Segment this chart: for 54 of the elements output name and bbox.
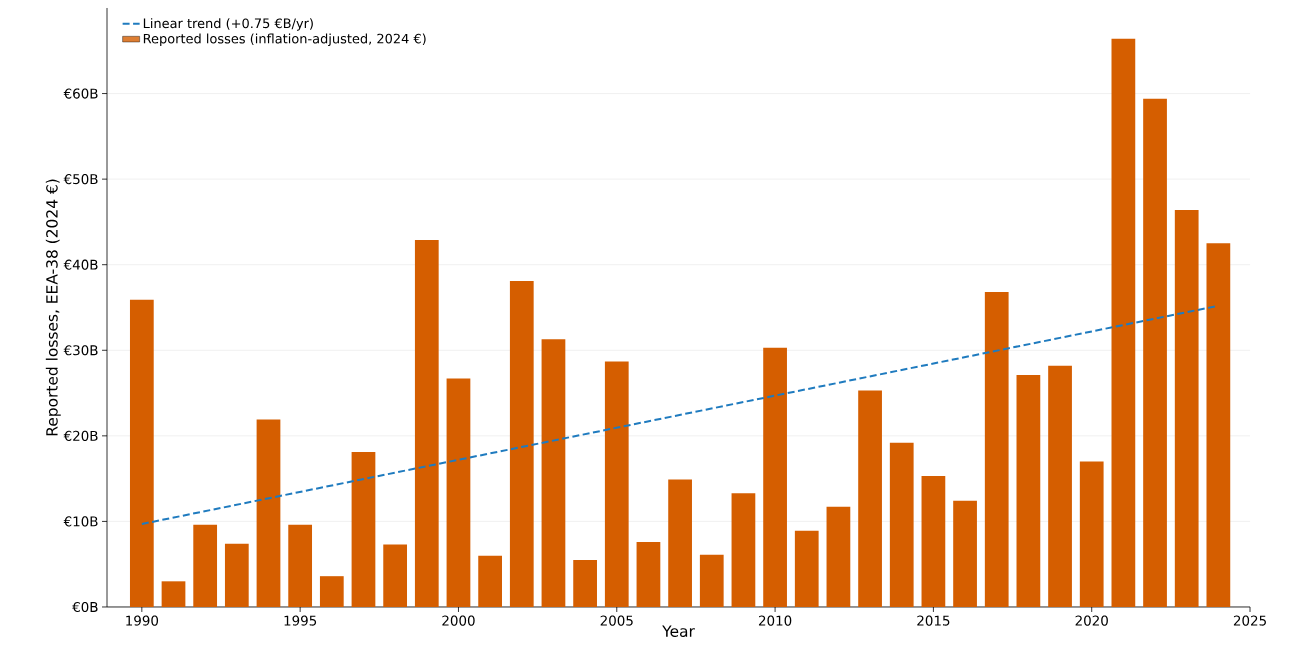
bar (794, 530, 819, 607)
bar (731, 493, 756, 607)
bar (161, 581, 186, 607)
bar (1048, 365, 1072, 607)
bar (604, 361, 629, 607)
x-tick-label: 2005 (600, 615, 633, 626)
bar (1143, 98, 1167, 607)
bar (446, 378, 471, 607)
bar (224, 543, 249, 607)
bar (984, 292, 1009, 607)
bar (478, 555, 502, 607)
y-tick-label: €50B (63, 174, 98, 185)
bar (129, 299, 154, 607)
bar (541, 339, 566, 607)
bar (1079, 461, 1104, 607)
y-tick-label: €20B (63, 430, 98, 441)
bar (636, 541, 661, 607)
bar (699, 554, 724, 607)
bar (1111, 38, 1136, 607)
bar (889, 442, 914, 607)
x-tick-label: 2010 (758, 615, 792, 626)
bar (826, 506, 851, 607)
bar (953, 500, 977, 607)
y-axis-title: Reported losses, EEA-38 (2024 €) (45, 179, 61, 436)
bar (256, 419, 281, 607)
x-tick-label: 2000 (442, 615, 475, 626)
y-tick-label: €10B (63, 516, 98, 527)
x-tick-label: 1990 (126, 615, 159, 626)
x-axis-title: Year (662, 625, 695, 637)
bar (351, 452, 376, 607)
bar (858, 390, 882, 607)
bar (288, 524, 313, 607)
bar (509, 280, 534, 607)
y-tick-label: €60B (63, 88, 98, 99)
y-tick-label: €0B (72, 601, 98, 613)
bar (414, 239, 439, 607)
bar (763, 347, 787, 607)
bar (1206, 243, 1231, 607)
bar (1174, 209, 1199, 607)
x-tick-label: 2020 (1075, 615, 1108, 626)
bar (1016, 375, 1041, 607)
legend-label: Linear trend (+0.75 €B/yr) (143, 18, 313, 31)
bar (573, 559, 597, 607)
bar (193, 524, 218, 607)
bar (668, 479, 692, 607)
bar (319, 576, 344, 607)
legend-label: Reported losses (inflation-adjusted, 2024 €) (143, 33, 426, 46)
x-tick-label: 2025 (1233, 615, 1266, 626)
bar (383, 544, 408, 607)
x-tick-label: 2015 (917, 615, 950, 626)
x-tick-label: 1995 (284, 615, 317, 626)
bar (921, 476, 946, 607)
y-tick-label: €40B (63, 259, 98, 270)
y-tick-label: €30B (63, 345, 98, 356)
